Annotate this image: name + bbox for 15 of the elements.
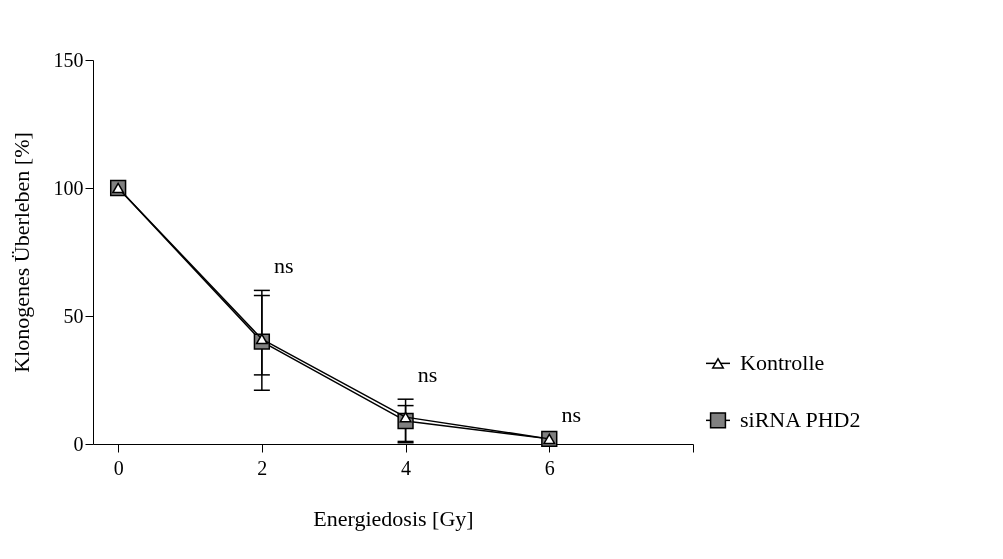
x-tick-label: 6 bbox=[544, 456, 555, 479]
x-tick-label: 2 bbox=[257, 456, 268, 479]
annotation: ns bbox=[274, 253, 294, 279]
x-tick-label: 0 bbox=[113, 456, 124, 479]
x-tick-label: 4 bbox=[401, 456, 412, 479]
y-tick-label: 100 bbox=[53, 176, 84, 199]
y-tick-label: 0 bbox=[73, 432, 84, 455]
x-axis-title: Energiedosis [Gy] bbox=[313, 505, 474, 531]
y-tick-label: 150 bbox=[53, 48, 84, 71]
y-tick-label: 50 bbox=[63, 304, 84, 327]
annotation: ns bbox=[417, 362, 438, 388]
legend-label: Kontrolle bbox=[740, 350, 825, 376]
y-axis-title: Klonogenes Überleben [%] bbox=[8, 132, 34, 373]
annotation: ns bbox=[561, 401, 582, 427]
legend-label: siRNA PHD2 bbox=[740, 407, 861, 433]
